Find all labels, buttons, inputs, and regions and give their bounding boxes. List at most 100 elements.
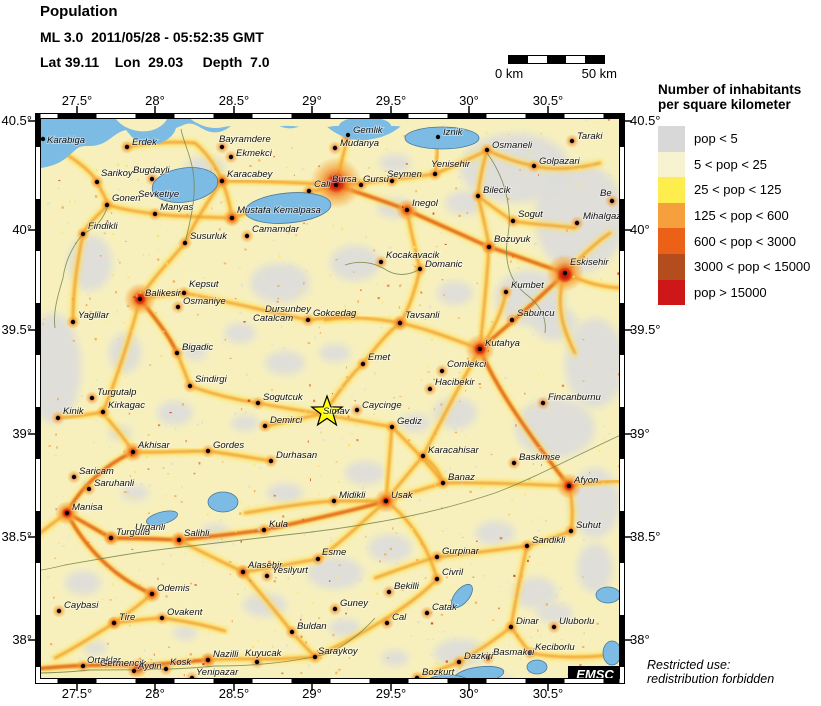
city-dot <box>131 668 137 674</box>
lat-tick-label-right: 39° <box>630 426 650 441</box>
city-label: Emet <box>368 352 391 363</box>
city-label: Karabiga <box>47 135 85 146</box>
city-label: Bigadic <box>182 342 213 353</box>
city-dot <box>477 346 483 352</box>
city-dot <box>80 663 86 669</box>
city-label: Balikesir <box>145 288 182 299</box>
city-label: Saraykoy <box>318 646 359 657</box>
legend-label: 125 < pop < 600 <box>694 208 789 224</box>
city-dot <box>111 620 117 626</box>
city-dot <box>149 591 155 597</box>
city-label: Urganli <box>135 522 166 533</box>
city-label: Cal <box>392 612 407 623</box>
city-dot <box>389 424 395 430</box>
legend-label: pop > 15000 <box>694 284 767 300</box>
city-dot <box>566 483 572 489</box>
lat-tick-label-right: 39.5° <box>630 322 661 337</box>
city-label: Sevketiye <box>138 189 179 200</box>
city-label: Bozkurt <box>422 667 455 678</box>
city-dot <box>531 163 537 169</box>
epicenter-layer <box>310 394 344 427</box>
city-dot <box>89 395 95 401</box>
city-dot <box>205 448 211 454</box>
city-dot <box>306 188 312 194</box>
city-label: Golpazari <box>539 156 581 167</box>
city-dot <box>345 132 351 138</box>
city-label: Turgutlu <box>116 527 151 538</box>
city-dot <box>130 449 136 455</box>
city-dot <box>255 400 261 406</box>
density-specks <box>37 118 625 683</box>
city-label: Karacahisar <box>428 445 480 456</box>
scale-bar-segment <box>528 56 547 63</box>
city-label: Dinar <box>516 616 540 627</box>
city-dot <box>331 498 337 504</box>
city-label: Alasehir <box>247 560 283 571</box>
legend-swatch <box>658 202 685 229</box>
legend-entry: 3000 < pop < 15000 <box>658 253 821 280</box>
legend-entry: 5 < pop < 25 <box>658 151 821 178</box>
city-dot <box>71 474 77 480</box>
city-label: Saruhanli <box>94 478 135 489</box>
population-map: Karabiga Erdek Bayramdere Ekmekci Mudanya Gem… <box>27 105 633 692</box>
city-dot <box>332 145 338 151</box>
city-label: Osmaneli <box>492 140 533 151</box>
city-label: Gonen <box>112 193 141 204</box>
city-label: Buldan <box>297 621 327 632</box>
city-dot <box>358 182 364 188</box>
city-label: Yaglilar <box>78 310 110 321</box>
city-dot <box>240 569 246 575</box>
city-dot <box>378 259 384 265</box>
city-label: Yenipazar <box>196 667 239 678</box>
city-label: Comlekci <box>447 359 487 370</box>
legend-entry: 600 < pop < 3000 <box>658 228 821 254</box>
city-dot <box>432 171 438 177</box>
restricted-line1: Restricted use: <box>647 658 731 672</box>
city-label: Kepsut <box>189 279 219 290</box>
map-outer-frame <box>35 113 625 684</box>
city-label: Catak <box>432 602 458 613</box>
city-label: Cali <box>314 179 331 190</box>
city-label: Bayramdere <box>219 134 271 145</box>
lake <box>207 491 239 513</box>
lon-tick-label-bottom: 29.5° <box>375 686 407 701</box>
city-label: Kutahya <box>485 338 520 349</box>
lake <box>602 640 622 666</box>
city-dot <box>205 657 211 663</box>
city-label: Inegol <box>412 198 439 209</box>
lat-tick-label-left: 40° <box>12 222 32 237</box>
city-label: Midikli <box>339 490 366 501</box>
city-label: Domanic <box>425 259 463 270</box>
city-label: Fincanburnu <box>548 392 602 403</box>
city-dot <box>159 615 165 621</box>
legend-entry: 125 < pop < 600 <box>658 202 821 229</box>
city-label: Dursunbey <box>265 304 312 315</box>
city-label: Caycinge <box>362 400 402 411</box>
city-label: Hacibekir <box>435 377 475 388</box>
scale-bar-max-label: 50 km <box>581 66 617 81</box>
city-dot <box>574 220 580 226</box>
legend-label: pop < 5 <box>694 131 738 147</box>
legend-label: 5 < pop < 25 <box>694 156 768 172</box>
city-label: Karacabey <box>227 169 274 180</box>
lon-tick-label-top: 29.5° <box>375 93 407 108</box>
restricted-line2: redistribution forbidden <box>647 671 775 686</box>
city-label: Tire <box>119 612 135 623</box>
city-dot <box>486 244 492 250</box>
city-label: Sindirgi <box>195 374 228 385</box>
city-dot <box>503 289 509 295</box>
city-label: Akhisar <box>137 440 171 451</box>
lon-tick-label-bottom: 28° <box>145 686 165 701</box>
city-dots-layer <box>40 132 615 681</box>
city-label: Gursu <box>363 174 390 185</box>
city-label: Bilecik <box>483 185 512 196</box>
city-dot <box>475 193 481 199</box>
city-dot <box>262 423 268 429</box>
lon-tick-label-bottom: 30.5° <box>532 686 564 701</box>
city-label: Gurpinar <box>442 546 480 557</box>
lat-tick-label-left: 39° <box>12 426 32 441</box>
city-dot <box>149 176 155 182</box>
city-dot <box>124 144 130 150</box>
legend-swatch <box>658 177 685 203</box>
city-dot <box>163 666 169 672</box>
